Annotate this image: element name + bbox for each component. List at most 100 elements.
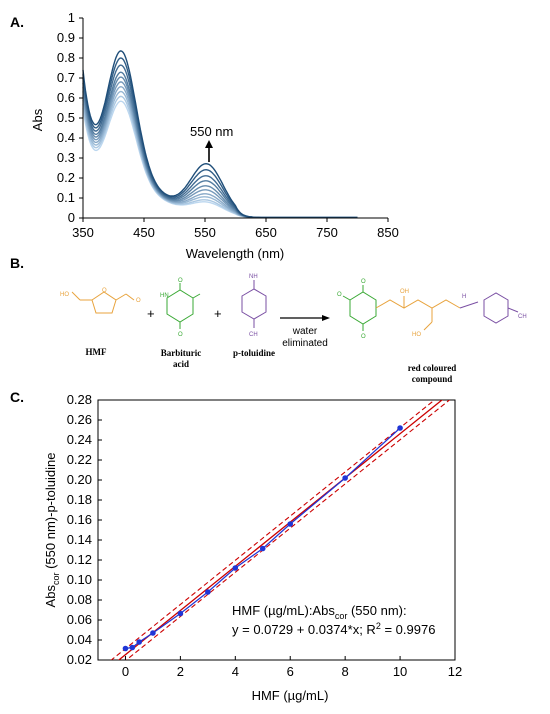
reaction-scheme: HO O O HMF + O HN O Barbituric acid + NH… — [60, 274, 527, 384]
calibration-y-tick-label: 0.28 — [67, 392, 92, 407]
reaction-arrow-head-icon — [322, 315, 330, 321]
calibration-x-tick-label: 4 — [232, 664, 239, 679]
calibration-x-tick-label: 0 — [122, 664, 129, 679]
calibration-y-tick-label: 0.02 — [67, 652, 92, 667]
data-point — [259, 545, 266, 552]
calibration-y-label-main: Abs — [43, 585, 58, 608]
plus-sign-1: + — [147, 306, 155, 321]
calibration-x-ticks: 0 2 4 6 8 10 12 — [122, 656, 462, 679]
spectra-y-tick-label: 0.7 — [57, 70, 75, 85]
fit-equation-line2: y = 0.0729 + 0.0374*x; R2 = 0.9976 — [232, 621, 435, 637]
calibration-y-tick-label: 0.20 — [67, 472, 92, 487]
data-point — [122, 645, 129, 652]
data-point — [342, 475, 348, 481]
plus-sign-2: + — [214, 306, 222, 321]
toluidine-structure — [241, 280, 267, 328]
barbituric-structure — [166, 283, 201, 329]
spectra-chart: 350 450 550 650 750 850 0 0.1 0.2 0.3 0.4 0.5 0.6 0.… — [30, 10, 399, 261]
panel-c-letter: C. — [10, 389, 24, 405]
product-label-line1: red coloured — [408, 363, 456, 373]
spectrum-line — [82, 81, 358, 219]
product-left-o-atom: O — [337, 292, 342, 298]
calibration-y-tick-label: 0.04 — [67, 632, 92, 647]
fit-line1-main: HMF (µg/mL):Abs — [232, 603, 335, 618]
spectra-y-tick-label: 0.1 — [57, 190, 75, 205]
hmf-structure — [71, 291, 135, 314]
spectra-y-tick-label: 0.2 — [57, 170, 75, 185]
spectra-y-tick-label: 1 — [68, 10, 75, 25]
fit-line2-main: y = 0.0729 + 0.0374*x; R — [232, 622, 376, 637]
arrow-label-line1: water — [292, 326, 318, 337]
calibration-x-tick-label: 2 — [177, 664, 184, 679]
calibration-y-tick-label: 0.06 — [67, 612, 92, 627]
panel-a-letter: A. — [10, 14, 24, 30]
fit-line2-rest: = 0.9976 — [381, 622, 436, 637]
calibration-points — [122, 425, 403, 652]
spectra-x-ticks: 350 450 550 650 750 850 — [72, 218, 399, 240]
fit-line1-rest: (550 nm): — [347, 603, 406, 618]
hmf-label: HMF — [86, 347, 107, 357]
calibration-y-tick-label: 0.14 — [67, 532, 92, 547]
hmf-aldehyde-o-atom: O — [136, 298, 141, 304]
spectra-x-label: Wavelength (nm) — [186, 246, 285, 261]
calibration-y-tick-label: 0.22 — [67, 452, 92, 467]
calibration-y-label: Abscor (550 nm)-p-toluidine — [43, 453, 61, 608]
product-label-line2: compound — [412, 374, 453, 384]
calibration-y-tick-label: 0.16 — [67, 512, 92, 527]
product-ch3-atom: CH — [518, 314, 527, 320]
data-point — [232, 565, 239, 571]
calibration-y-label-rest: (550 nm)-p-toluidine — [43, 453, 58, 573]
product-chain — [375, 296, 461, 331]
lower-confidence-line — [125, 400, 451, 660]
hmf-ring-o-atom: O — [102, 288, 107, 294]
calibration-y-tick-label: 0.24 — [67, 432, 92, 447]
calibration-y-ticks: 0.02 0.04 0.06 0.08 0.10 0.12 0.14 0.16 0.18 0.20… — [67, 392, 102, 667]
calibration-x-tick-label: 8 — [342, 664, 349, 679]
upper-confidence-line — [110, 400, 436, 660]
calibration-plot-frame — [97, 399, 456, 661]
spectra-y-tick-label: 0.9 — [57, 30, 75, 45]
fit-line1-sub: cor — [335, 611, 348, 621]
product-bottom-o-atom: O — [361, 334, 366, 340]
barbituric-label-line1: Barbituric — [161, 348, 202, 358]
barb-bottom-o-atom: O — [178, 332, 183, 338]
barb-nh-atom: HN — [160, 293, 169, 299]
spectra-x-tick-label: 750 — [316, 225, 338, 240]
calibration-chart: 0 2 4 6 8 10 12 0.020.040.060.080.100.120.140.… — [43, 392, 462, 703]
barb-top-o-atom: O — [178, 278, 183, 284]
calibration-y-tick-label: 0.18 — [67, 492, 92, 507]
arrow-label-line2: eliminated — [282, 338, 328, 349]
spectra-y-label: Abs — [30, 108, 45, 131]
spectra-y-tick-label: 0.5 — [57, 110, 75, 125]
product-barbituric-part — [342, 285, 377, 331]
data-point — [287, 521, 294, 527]
spectra-y-tick-label: 0.3 — [57, 150, 75, 165]
toluidine-nh2-atom: NH — [249, 274, 258, 280]
calibration-x-tick-label: 6 — [287, 664, 294, 679]
fit-line2-sup: 2 — [376, 621, 381, 631]
spectra-y-tick-label: 0 — [68, 210, 75, 225]
regression-line — [117, 400, 443, 660]
data-point — [150, 630, 156, 636]
product-ho-atom: HO — [412, 332, 421, 338]
product-oh-atom: OH — [400, 289, 409, 295]
calibration-y-tick-label: 0.12 — [67, 552, 92, 567]
calibration-x-tick-label: 10 — [393, 664, 407, 679]
product-nh-atom: H — [462, 294, 466, 300]
product-top-o-atom: O — [361, 279, 366, 285]
calibration-x-tick-label: 12 — [448, 664, 462, 679]
data-point — [136, 639, 142, 645]
toluidine-label: p-toluidine — [233, 348, 275, 358]
spectrum-line — [82, 95, 358, 219]
data-point — [177, 610, 184, 617]
panel-b-letter: B. — [10, 255, 24, 271]
calibration-y-tick-label: 0.08 — [67, 592, 92, 607]
spectra-y-tick-label: 0.8 — [57, 50, 75, 65]
spectrum-line — [82, 100, 358, 219]
calibration-x-label: HMF (µg/mL) — [252, 688, 329, 703]
spectra-x-tick-label: 550 — [194, 225, 216, 240]
spectra-x-tick-label: 650 — [255, 225, 277, 240]
peak-arrow-head-icon — [205, 140, 213, 148]
barbituric-label-line2: acid — [173, 359, 189, 369]
hmf-ho-atom: HO — [60, 292, 69, 298]
